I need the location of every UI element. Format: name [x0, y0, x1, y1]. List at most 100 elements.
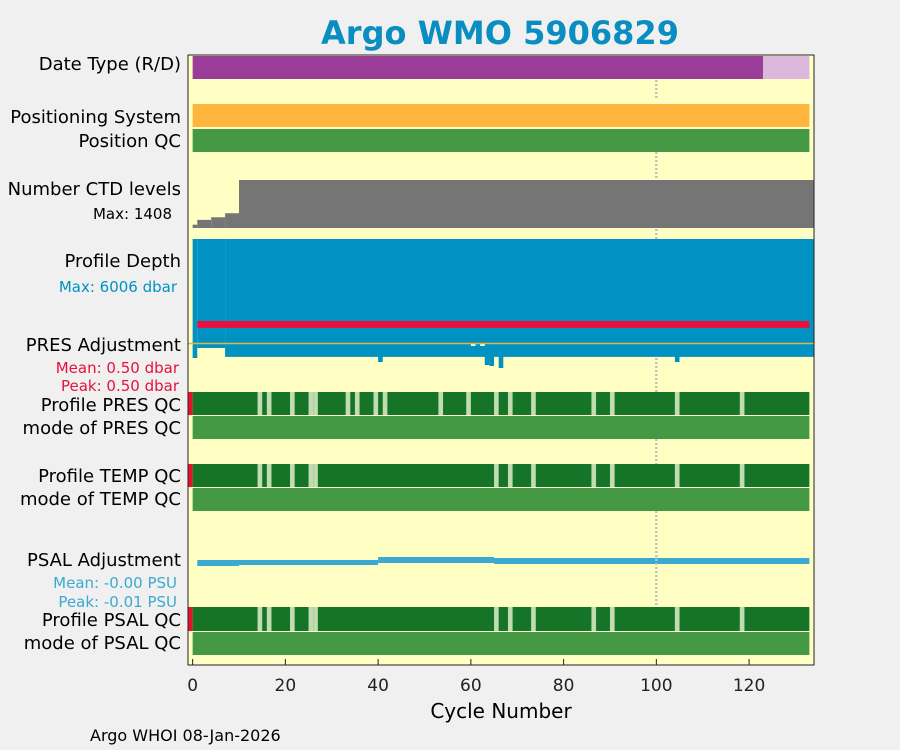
date-type-realtime-bar: [192, 56, 763, 79]
label-date-type: Date Type (R/D): [39, 54, 181, 75]
profile-psal-qc-mixed-90: [609, 607, 615, 631]
ctd-levels-bar-2: [211, 217, 226, 228]
psal-adjust-peak: Peak: -0.01 PSU: [58, 593, 177, 611]
profile-depth-dip-1: [484, 340, 490, 365]
profile-temp-qc-mixed-73: [531, 464, 536, 487]
profile-psal-qc-mixed-65: [494, 607, 499, 631]
position-qc-bar: [192, 129, 810, 152]
profile-temp-qc-mixed-118: [739, 464, 745, 487]
x-axis-label: Cycle Number: [430, 699, 572, 723]
ctd-levels-max: Max: 1408: [93, 205, 172, 223]
label-positioning-system: Positioning System: [10, 107, 181, 128]
psal-adjustment-seg-3: [494, 558, 810, 564]
profile-temp-qc-good-bar: [192, 464, 810, 487]
ctd-levels-bar-3: [225, 213, 240, 228]
chart-title: Argo WMO 5906829: [321, 14, 679, 52]
profile-psal-qc-mixed-25: [308, 607, 314, 631]
profile-temp-qc-bad-bar: [188, 464, 193, 487]
profile-psal-qc-good-bar: [192, 607, 810, 631]
positioning-system-bar: [192, 104, 810, 127]
label-profile-depth: Profile Depth: [64, 251, 181, 272]
x-tick-label-80: 80: [553, 676, 575, 696]
profile-temp-qc-mixed-25: [308, 464, 314, 487]
profile-pres-qc-mixed-41: [382, 392, 388, 415]
psal-adjustment-seg-1: [239, 560, 379, 565]
mode-psal-qc-bar: [192, 632, 810, 655]
profile-pres-qc-mixed-21: [290, 392, 295, 415]
plot-frame: [187, 54, 815, 666]
profile-depth-bar-0: [192, 239, 198, 358]
profile-temp-qc-mixed-68: [507, 464, 513, 487]
label-mode-psal-qc: mode of PSAL QC: [24, 633, 181, 654]
label-position-qc: Position QC: [78, 131, 181, 152]
profile-pres-qc-good-bar: [192, 392, 810, 415]
profile-psal-qc-mixed-86: [591, 607, 597, 631]
psal-adjustment-seg-0: [197, 560, 240, 566]
pres-adjustment-line: [197, 321, 810, 328]
profile-pres-qc-mixed-68: [507, 392, 513, 415]
profile-pres-qc-mixed-33: [345, 392, 351, 415]
profile-depth-dip-3: [498, 340, 504, 368]
profile-psal-qc-bad-bar: [188, 607, 193, 631]
mode-pres-qc-bar: [192, 416, 810, 439]
profile-pres-qc-mixed-16: [266, 392, 272, 415]
profile-psal-qc-mixed-68: [507, 607, 513, 631]
x-tick-label-100: 100: [640, 676, 672, 696]
profile-psal-qc-mixed-26: [313, 607, 318, 631]
profile-depth-bar-1: [197, 239, 226, 348]
profile-pres-qc-mixed-39: [373, 392, 379, 415]
profile-pres-qc-mixed-53: [438, 392, 444, 415]
label-profile-temp-qc: Profile TEMP QC: [38, 466, 181, 487]
profile-temp-qc-mixed-90: [609, 464, 615, 487]
mode-temp-qc-bar: [192, 488, 810, 511]
profile-pres-qc-mixed-65: [494, 392, 499, 415]
profile-pres-qc-mixed-59: [466, 392, 471, 415]
profile-temp-qc-mixed-16: [266, 464, 272, 487]
profile-psal-qc-mixed-73: [531, 607, 536, 631]
profile-depth-dip-4: [674, 340, 680, 362]
profile-pres-qc-mixed-86: [591, 392, 597, 415]
profile-pres-qc-mixed-14: [257, 392, 263, 415]
x-tick-label-120: 120: [733, 676, 765, 696]
profile-pres-qc-mixed-73: [531, 392, 536, 415]
label-mode-temp-qc: mode of TEMP QC: [20, 489, 181, 510]
profile-psal-qc-mixed-14: [257, 607, 263, 631]
profile-depth-bar-2: [225, 239, 814, 357]
label-pres-adjustment: PRES Adjustment: [26, 335, 181, 356]
profile-temp-qc-mixed-21: [290, 464, 295, 487]
profile-depth-dip-2: [489, 340, 495, 366]
footer-credit: Argo WHOI 08-Jan-2026: [90, 726, 281, 745]
profile-depth-max: Max: 6006 dbar: [59, 278, 178, 296]
pres-adjust-peak: Peak: 0.50 dbar: [61, 377, 180, 395]
profile-pres-qc-mixed-90: [609, 392, 615, 415]
profile-psal-qc-mixed-16: [266, 607, 272, 631]
profile-pres-qc-mixed-104: [674, 392, 680, 415]
profile-depth-gap-0: [470, 344, 476, 346]
profile-temp-qc-mixed-14: [257, 464, 263, 487]
profile-depth-gap-1: [480, 344, 485, 346]
profile-psal-qc-mixed-104: [674, 607, 680, 631]
psal-adjustment-seg-2: [378, 557, 495, 563]
x-tick-label-60: 60: [460, 676, 482, 696]
ctd-levels-bar-4: [239, 179, 815, 228]
ctd-levels-bar-0: [192, 224, 198, 228]
profile-depth-dip-0: [378, 340, 383, 362]
label-psal-adjustment: PSAL Adjustment: [27, 550, 181, 571]
profile-psal-qc-mixed-118: [739, 607, 745, 631]
pres-adjust-mean: Mean: 0.50 dbar: [56, 359, 180, 377]
profile-psal-qc-mixed-21: [290, 607, 295, 631]
profile-temp-qc-mixed-86: [591, 464, 597, 487]
label-ctd-levels: Number CTD levels: [8, 179, 181, 200]
profile-pres-qc-mixed-35: [354, 392, 360, 415]
profile-temp-qc-mixed-65: [494, 464, 499, 487]
psal-adjust-mean: Mean: -0.00 PSU: [53, 574, 177, 592]
x-tick-label-20: 20: [275, 676, 297, 696]
label-profile-psal-qc: Profile PSAL QC: [42, 610, 181, 631]
x-tick-label-40: 40: [367, 676, 389, 696]
date-type-delayed-bar: [762, 56, 810, 79]
x-tick-label-0: 0: [187, 676, 198, 696]
profile-pres-qc-bad-bar: [188, 392, 193, 415]
label-profile-pres-qc: Profile PRES QC: [41, 395, 181, 416]
ctd-levels-bar-1: [197, 219, 212, 228]
